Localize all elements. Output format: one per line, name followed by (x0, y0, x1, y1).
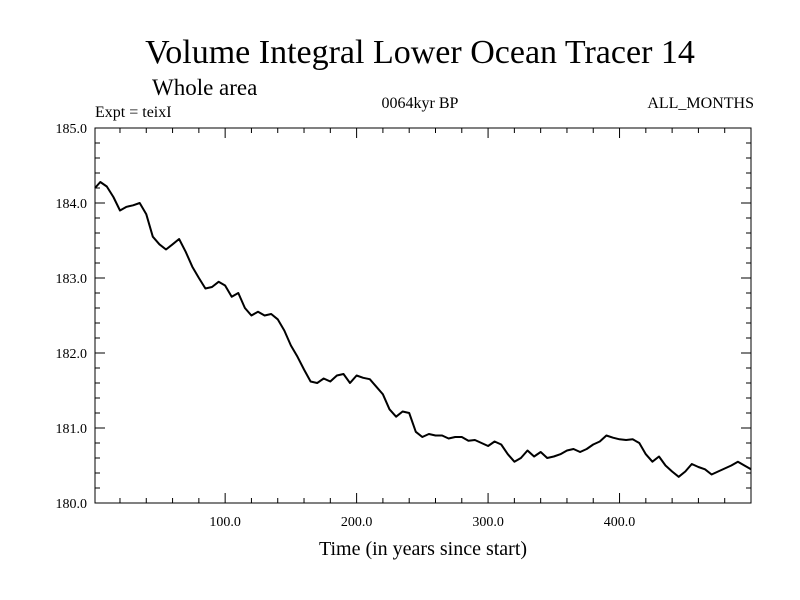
y-tick-label: 184.0 (56, 197, 88, 212)
axis-ticks (95, 128, 751, 503)
x-tick-label: 300.0 (472, 515, 504, 530)
y-tick-label: 185.0 (56, 122, 88, 137)
chart-subtitle: Whole area (152, 75, 257, 100)
plot-frame (94, 127, 752, 504)
x-axis-label: Time (in years since start) (319, 538, 527, 560)
x-tick-label: 100.0 (209, 515, 241, 530)
x-tick-label: 400.0 (604, 515, 636, 530)
y-tick-label: 183.0 (56, 272, 88, 287)
y-tick-label: 182.0 (56, 347, 88, 362)
series-line (94, 181, 752, 478)
period-label: 0064kyr BP (382, 95, 459, 112)
chart-title: Volume Integral Lower Ocean Tracer 14 (145, 34, 695, 71)
y-tick-label: 181.0 (56, 422, 88, 437)
axis-tick-labels: 100.0 200.0 300.0 400.0 180.0 181.0 182.0 183.0… (56, 122, 636, 530)
months-label: ALL_MONTHS (647, 95, 754, 112)
y-tick-label: 180.0 (56, 497, 88, 512)
x-tick-label: 200.0 (341, 515, 373, 530)
experiment-label: Expt = teixI (95, 104, 172, 121)
